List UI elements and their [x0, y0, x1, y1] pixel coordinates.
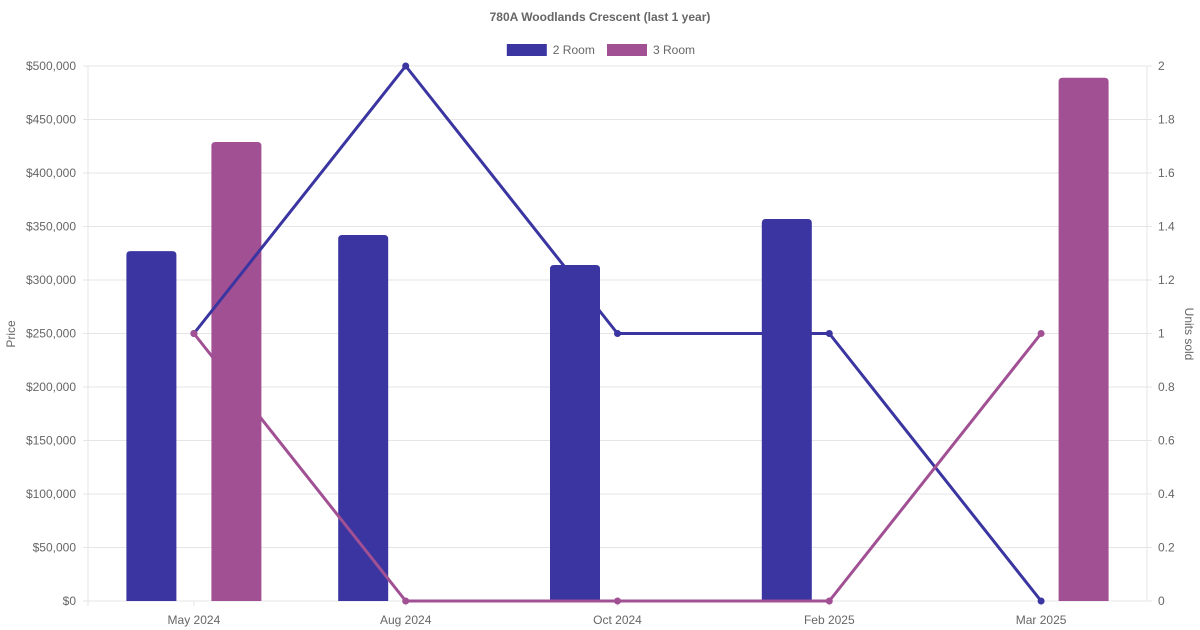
left-tick-label: $200,000	[26, 380, 76, 394]
bar-series	[126, 77, 1109, 602]
left-tick-label: $300,000	[26, 273, 76, 287]
x-tick-label: Feb 2025	[804, 613, 855, 627]
left-tick-label: $0	[63, 594, 77, 608]
point-2-room	[402, 62, 410, 70]
right-tick-label: 2	[1158, 59, 1165, 73]
left-axis-title: Price	[4, 320, 18, 348]
right-tick-label: 1.8	[1158, 113, 1175, 127]
left-tick-label: $400,000	[26, 166, 76, 180]
right-tick-label: 0.4	[1158, 487, 1175, 501]
chart-title: 780A Woodlands Crescent (last 1 year)	[490, 10, 711, 24]
bar-2-room	[338, 235, 389, 601]
x-tick-label: May 2024	[168, 613, 221, 627]
bar-2-room	[126, 251, 177, 602]
point-2-room	[614, 330, 621, 337]
point-2-room	[1037, 597, 1045, 605]
bar-2-room	[761, 219, 812, 601]
point-2-room	[825, 330, 833, 337]
left-tick-label: $500,000	[26, 59, 76, 73]
point-3-room	[825, 597, 833, 605]
legend-label: 3 Room	[653, 43, 695, 57]
left-tick-label: $50,000	[33, 541, 77, 555]
legend-swatch	[607, 44, 647, 56]
x-tick-label: Mar 2025	[1016, 613, 1067, 627]
left-tick-label: $100,000	[26, 487, 76, 501]
left-tick-label: $450,000	[26, 113, 76, 127]
right-tick-label: 1.4	[1158, 220, 1175, 234]
left-axis-ticks: $0 $50,000 $100,000 $150,000 $200,000 $250,00…	[26, 59, 76, 608]
bar-3-room	[1058, 77, 1109, 601]
point-3-room	[402, 597, 410, 605]
legend: 2 Room 3 Room	[506, 43, 695, 57]
right-tick-label: 1.6	[1158, 166, 1175, 180]
right-tick-label: 0	[1158, 594, 1165, 608]
legend-label: 2 Room	[553, 43, 595, 57]
line-3-room	[192, 332, 1043, 603]
right-tick-label: 1	[1158, 327, 1165, 341]
x-tick-label: Aug 2024	[380, 613, 432, 627]
x-tick-label: Oct 2024	[593, 613, 642, 627]
left-tick-label: $150,000	[26, 434, 76, 448]
left-tick-label: $350,000	[26, 220, 76, 234]
right-tick-label: 0.2	[1158, 541, 1175, 555]
x-axis-ticks: May 2024 Aug 2024 Oct 2024 Feb 2025 Mar 2025	[168, 613, 1067, 627]
legend-swatch	[506, 44, 547, 56]
left-tick-label: $250,000	[26, 327, 76, 341]
right-axis-title: Units sold	[1182, 308, 1196, 361]
bar-3-room	[211, 141, 262, 601]
right-tick-label: 1.2	[1158, 273, 1175, 287]
bar-2-room	[550, 265, 600, 601]
line-series	[190, 62, 1045, 605]
point-3-room	[1037, 330, 1045, 337]
right-tick-label: 0.8	[1158, 380, 1175, 394]
point-3-room	[614, 597, 621, 605]
right-axis-ticks: 0 0.2 0.4 0.6 0.8 1 1.2 1.4 1.6 1.8 2	[1158, 59, 1175, 608]
right-tick-label: 0.6	[1158, 434, 1175, 448]
point-3-room	[190, 330, 198, 337]
